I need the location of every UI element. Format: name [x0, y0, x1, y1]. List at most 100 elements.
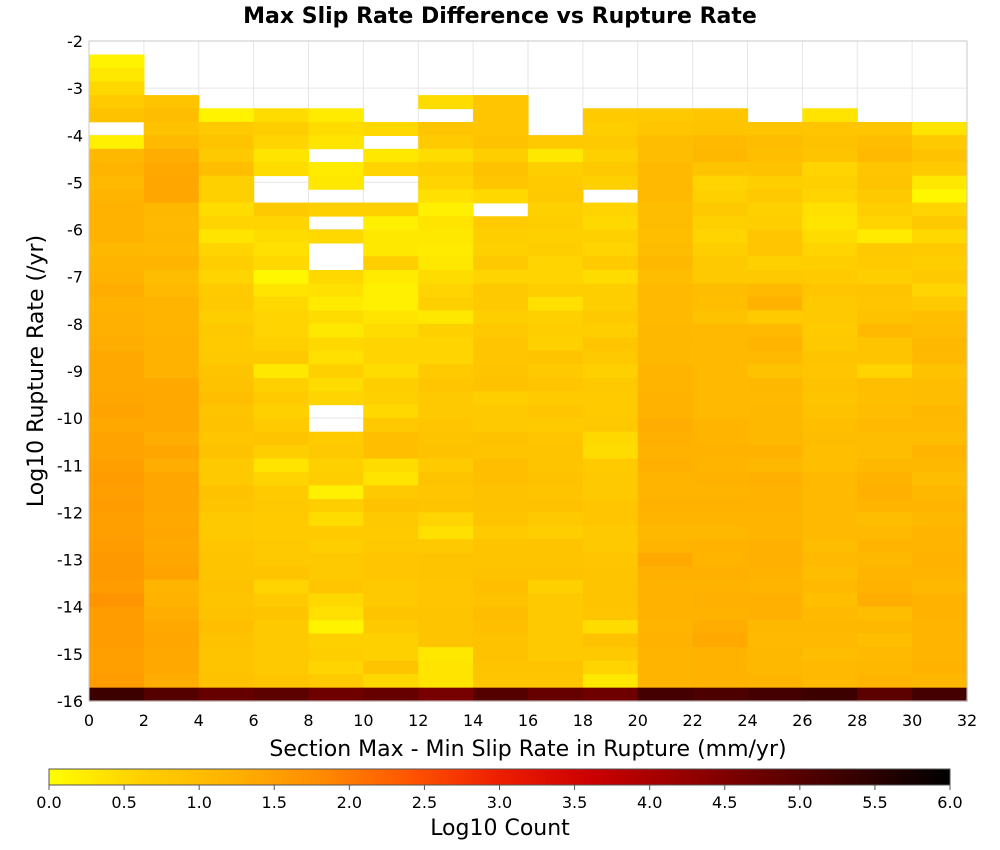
heatmap-cell: [198, 229, 255, 244]
heatmap-cells: [89, 54, 968, 702]
heatmap-cell: [308, 499, 364, 514]
heatmap-cell: [89, 444, 145, 459]
heatmap-cell: [418, 135, 474, 150]
heatmap-cell: [857, 418, 913, 433]
heatmap-cell: [143, 444, 200, 459]
heatmap-cell: [582, 525, 639, 541]
heatmap-cell: [637, 243, 694, 258]
heatmap-cell: [89, 256, 145, 271]
heatmap-cell: [912, 121, 968, 137]
x-tick-label: 12: [408, 711, 428, 730]
heatmap-cell: [692, 296, 749, 311]
heatmap-cell: [143, 337, 200, 352]
heatmap-cell: [912, 269, 968, 285]
x-tick-label: 26: [792, 711, 812, 730]
heatmap-cell: [528, 148, 584, 163]
heatmap-cell: [747, 673, 803, 689]
heatmap-cell: [198, 444, 255, 459]
heatmap-cell: [802, 162, 858, 177]
heatmap-cell: [473, 647, 529, 662]
heatmap-cell: [802, 525, 858, 541]
heatmap-cell: [857, 673, 913, 689]
heatmap-cell: [747, 647, 803, 662]
heatmap-cell: [253, 323, 310, 338]
heatmap-cell: [143, 229, 200, 244]
heatmap-cell: [802, 350, 858, 365]
heatmap-cell: [198, 539, 255, 554]
heatmap-cell: [418, 525, 474, 541]
heatmap-cell: [747, 620, 803, 635]
heatmap-cell: [143, 108, 200, 123]
heatmap-cell: [747, 458, 803, 473]
heatmap-cell: [143, 606, 200, 621]
heatmap-cell: [802, 673, 858, 689]
heatmap-cell: [253, 350, 310, 365]
heatmap-cell: [198, 404, 255, 419]
heatmap-cell: [528, 579, 584, 594]
heatmap-cell: [582, 108, 639, 123]
heatmap-cell: [747, 633, 803, 648]
heatmap-cell: [363, 377, 419, 393]
heatmap-cell: [418, 404, 474, 419]
heatmap-cell: [473, 243, 529, 258]
heatmap-cell: [308, 350, 364, 365]
heatmap-cell: [912, 337, 968, 352]
heatmap-cell: [143, 148, 200, 163]
heatmap-cell: [143, 687, 200, 702]
heatmap-cell: [473, 269, 529, 285]
heatmap-cell: [473, 566, 529, 581]
heatmap-cell: [198, 337, 255, 352]
heatmap-cell: [747, 391, 803, 406]
heatmap-cell: [912, 229, 968, 244]
heatmap-cell: [308, 283, 364, 298]
heatmap-cell: [582, 202, 639, 217]
heatmap-cell: [912, 404, 968, 419]
heatmap-cell: [582, 687, 639, 702]
heatmap-cell: [89, 579, 145, 594]
heatmap-cell: [802, 485, 858, 500]
heatmap-cell: [802, 647, 858, 662]
heatmap-cell: [308, 121, 364, 137]
heatmap-cell: [89, 162, 145, 177]
heatmap-cell: [637, 660, 694, 675]
heatmap-cell: [198, 431, 255, 446]
heatmap-cell: [582, 606, 639, 621]
heatmap-cell: [912, 593, 968, 608]
heatmap-cell: [747, 216, 803, 231]
heatmap-cell: [747, 687, 803, 702]
heatmap-cell: [308, 660, 364, 675]
heatmap-cell: [692, 148, 749, 163]
heatmap-cell: [857, 660, 913, 675]
heatmap-cell: [692, 323, 749, 338]
heatmap-cell: [912, 566, 968, 581]
heatmap-cell: [582, 660, 639, 675]
heatmap-cell: [692, 216, 749, 231]
heatmap-cell: [363, 202, 419, 217]
heatmap-cell: [418, 95, 474, 110]
x-tick-label: 24: [737, 711, 757, 730]
heatmap-cell: [802, 189, 858, 204]
heatmap-cell: [143, 256, 200, 271]
heatmap-cell: [747, 579, 803, 594]
heatmap-cell: [692, 404, 749, 419]
heatmap-cell: [802, 539, 858, 554]
heatmap-cell: [747, 269, 803, 285]
heatmap-cell: [253, 485, 310, 500]
heatmap-cell: [747, 202, 803, 217]
heatmap-cell: [857, 162, 913, 177]
heatmap-cell: [253, 269, 310, 285]
heatmap-cell: [528, 472, 584, 487]
heatmap-cell: [363, 485, 419, 500]
heatmap-cell: [528, 431, 584, 446]
heatmap-cell: [253, 364, 310, 379]
heatmap-cell: [198, 579, 255, 594]
heatmap-cell: [143, 620, 200, 635]
heatmap-cell: [637, 108, 694, 123]
heatmap-cell: [747, 162, 803, 177]
heatmap-cell: [418, 391, 474, 406]
heatmap-cell: [857, 633, 913, 648]
x-tick-label: 18: [573, 711, 593, 730]
heatmap-cell: [857, 296, 913, 311]
heatmap-cell: [89, 633, 145, 648]
heatmap-cell: [89, 525, 145, 541]
